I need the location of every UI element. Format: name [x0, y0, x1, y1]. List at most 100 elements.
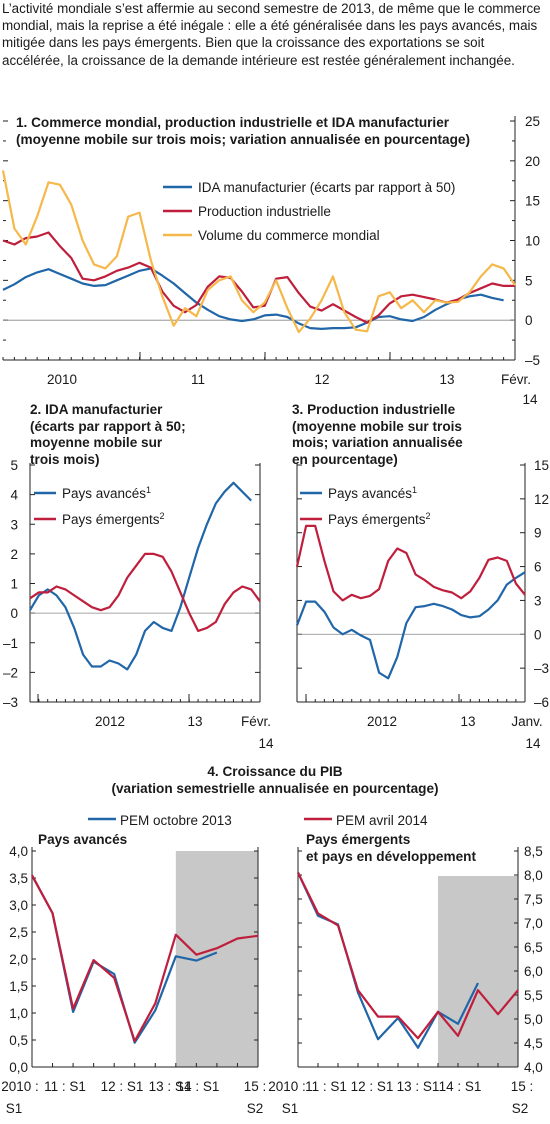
panel2-title-line2: (écarts par rapport à 50; — [30, 418, 186, 434]
p4b-xtick-label: 14 : S1 — [439, 1079, 482, 1094]
p4b-series-2-line — [297, 872, 519, 1040]
p2-series-1-line — [29, 481, 252, 671]
p4b-ytick-label: 8,0 — [524, 868, 543, 883]
p2-xtick-label: 13 — [187, 714, 202, 729]
p1-xtick-label: 13 — [439, 372, 454, 387]
panel3-title-line3: mois; variation annualisée — [292, 435, 463, 450]
p1-series-1-line — [2, 267, 504, 330]
p2-legend-label: Pays émergents2 — [62, 511, 165, 527]
p3-xtick-label: Janv. — [511, 714, 542, 729]
panel1-title: 1. Commerce mondial, production industri… — [16, 115, 526, 148]
panel4-title-line1: 4. Croissance du PIB — [207, 764, 343, 779]
p1-legend-label: IDA manufacturier (écarts par rapport à … — [198, 180, 455, 195]
p4b-projection-shade — [438, 876, 518, 1067]
p2-ytick-label: 5 — [10, 458, 18, 473]
p4a-ytick-label: 2,0 — [9, 952, 28, 967]
p2-ytick-label: 4 — [10, 488, 18, 503]
p4a-series-2-line — [31, 874, 259, 1043]
p3-series-2-line — [295, 524, 526, 602]
p1-xtick-label: 14 — [522, 392, 538, 407]
p2-series-2-line — [29, 552, 261, 633]
p3-ytick-label: 0 — [534, 627, 542, 642]
p3-legend-label: Pays avancés1 — [328, 485, 417, 501]
p4b-ytick-label: 7,0 — [524, 916, 543, 931]
p1-xtick-label: 2010 — [47, 372, 77, 387]
p4a-xtick-label: S1 — [6, 1101, 23, 1116]
p4b-xtick-label: 15 : — [511, 1079, 534, 1094]
panel3-title-line4: en pourcentage) — [292, 451, 398, 467]
p4a-ytick-label: 2,5 — [9, 925, 28, 940]
p4b-xtick-label: 11 : S1 — [305, 1079, 347, 1094]
p4a-ytick-label: 0,5 — [9, 1033, 28, 1048]
p2-legend-label: Pays avancés1 — [62, 485, 151, 501]
p3-ytick-label: 15 — [534, 458, 549, 473]
panel4-right-subtitle-line2: et pays en développement — [306, 848, 476, 864]
panel2-title: 2. IDA manufacturier (écarts par rapport… — [30, 402, 186, 468]
panel1-title-line1: 1. Commerce mondial, production industri… — [16, 115, 450, 130]
p3-ytick-label: 3 — [534, 593, 542, 608]
p3-ytick-label: –3 — [534, 661, 549, 676]
p2-ytick-label: 2 — [10, 547, 18, 562]
p4b-ytick-label: 6,5 — [524, 940, 543, 955]
p1-ytick-label: 20 — [525, 154, 540, 169]
p1-ytick-label: 10 — [525, 234, 540, 249]
p1-ytick-label: 0 — [525, 313, 533, 328]
p2-ytick-label: 1 — [10, 577, 18, 592]
panel4-title-line2: (variation semestrielle annualisée en po… — [111, 780, 439, 796]
p4b-ytick-label: 5,0 — [524, 1012, 543, 1027]
p1-legend-label: Production industrielle — [198, 204, 331, 219]
p1-ytick-label: –5 — [525, 353, 540, 368]
p2-ytick-label: –3 — [3, 695, 18, 710]
panel3-title: 3. Production industrielle (moyenne mobi… — [292, 402, 463, 468]
p2-ytick-label: 3 — [10, 517, 18, 532]
p4a-xtick-label: 14 : S1 — [177, 1079, 220, 1094]
p4b-xtick-label: S1 — [282, 1101, 299, 1116]
panel4-right-subtitle: Pays émergents et pays en développement — [306, 832, 476, 865]
p4b-xtick-label: 12 : S1 — [351, 1079, 394, 1094]
p1-xtick-label: Févr. — [501, 372, 531, 387]
p1-series-3-line — [1, 170, 516, 334]
p4b-ytick-label: 4,5 — [524, 1036, 543, 1051]
p4-legend-label-blue: PEM octobre 2013 — [120, 813, 232, 828]
p4b-xtick-label: 2010 : — [268, 1079, 306, 1094]
panel2-title-line1: 2. IDA manufacturier — [30, 402, 163, 417]
p1-legend-label: Volume du commerce mondial — [198, 228, 380, 243]
p3-ytick-label: 12 — [534, 492, 549, 507]
panel2-title-line4: trois mois) — [30, 451, 100, 467]
p2-xtick-label: 2012 — [95, 714, 125, 729]
p4a-ytick-label: 1,5 — [9, 979, 28, 994]
p3-ytick-label: –6 — [534, 695, 549, 710]
p1-xtick-label: 11 — [191, 372, 205, 387]
p3-xtick-label: 13 — [460, 714, 475, 729]
p4a-xtick-label: 12 : S1 — [101, 1079, 144, 1094]
p4b-ytick-label: 7,5 — [524, 892, 543, 907]
p4a-ytick-label: 3,5 — [9, 871, 28, 886]
p3-legend-label: Pays émergents2 — [328, 511, 431, 527]
p4a-ytick-label: 0,0 — [9, 1060, 28, 1075]
p4a-xtick-label: 13 : S1 — [149, 1079, 192, 1094]
p4-legend-label-red: PEM avril 2014 — [336, 813, 428, 828]
p4b-ytick-label: 8,5 — [524, 844, 543, 859]
p4b-xtick-label: S2 — [512, 1101, 529, 1116]
p4a-xtick-label: 15 : — [244, 1079, 267, 1094]
p4b-ytick-label: 4,0 — [524, 1060, 543, 1075]
p2-xtick-label: 14 — [258, 736, 274, 751]
panel4-title: 4. Croissance du PIB (variation semestri… — [0, 764, 550, 797]
p3-ytick-label: 9 — [534, 526, 542, 541]
panel2-title-line3: moyenne mobile sur — [30, 435, 163, 450]
p3-series-1-line — [295, 571, 526, 680]
panel3-title-line1: 3. Production industrielle — [292, 402, 456, 417]
p4a-ytick-label: 4,0 — [9, 844, 28, 859]
p1-xtick-label: 12 — [314, 372, 329, 387]
p4b-ytick-label: 6,0 — [524, 964, 543, 979]
p3-xtick-label: 2012 — [367, 714, 397, 729]
p4b-xtick-label: 13 : S1 — [397, 1079, 440, 1094]
p2-ytick-label: –2 — [3, 665, 18, 680]
p2-ytick-label: 0 — [10, 606, 18, 621]
p1-ytick-label: 15 — [525, 194, 540, 209]
p3-xtick-label: 14 — [525, 736, 541, 751]
p2-xtick-label: Févr. — [241, 714, 271, 729]
panel4-right-subtitle-line1: Pays émergents — [306, 832, 411, 847]
p4a-xtick-label: 2010 : — [1, 1079, 39, 1094]
